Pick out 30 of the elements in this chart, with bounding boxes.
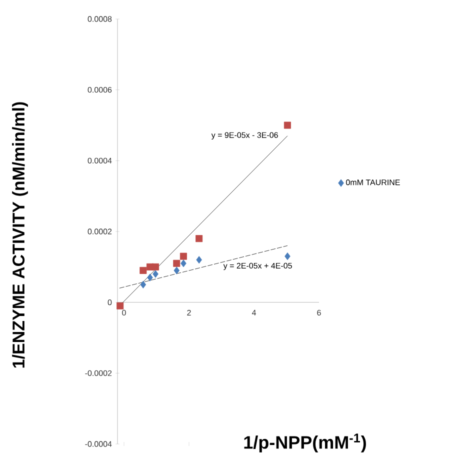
y-tick-label: 0.0008 bbox=[88, 16, 112, 22]
point bbox=[284, 122, 291, 129]
y-tick-label: 0.0004 bbox=[88, 158, 112, 164]
annotation: y = 9E-05x - 3E-06 bbox=[211, 132, 278, 140]
point bbox=[152, 263, 160, 270]
point bbox=[116, 302, 124, 310]
point bbox=[180, 252, 187, 260]
legend-label: 0mM TAURINE bbox=[346, 180, 400, 186]
y-tick-label: -0.0002 bbox=[85, 370, 112, 376]
y-tick-label: 0.0002 bbox=[88, 228, 112, 234]
y-tick-label: -0.0004 bbox=[85, 441, 112, 447]
point bbox=[196, 256, 202, 264]
point bbox=[284, 252, 290, 260]
point bbox=[196, 235, 203, 242]
point bbox=[140, 266, 147, 274]
y-tick-label: 0.0006 bbox=[88, 86, 112, 93]
point bbox=[180, 260, 186, 268]
y-axis-title: 1/ENZYME ACTIVITY (nM/min/ml) bbox=[12, 102, 28, 368]
x-tick-label: 4 bbox=[252, 310, 256, 316]
x-tick-label: 2 bbox=[187, 310, 191, 316]
point bbox=[173, 260, 180, 267]
annotation: y = 2E-05x + 4E-05 bbox=[223, 262, 292, 270]
x-axis-title: 1/p-NPP(mM$^{-1}$) bbox=[244, 434, 366, 452]
point bbox=[140, 280, 146, 288]
x-tick-label: 0 bbox=[122, 310, 126, 316]
y-tick-label: 0 bbox=[108, 299, 112, 306]
point bbox=[147, 274, 153, 282]
point bbox=[174, 266, 180, 274]
point bbox=[152, 270, 158, 278]
x-tick-label: 6 bbox=[317, 310, 321, 316]
